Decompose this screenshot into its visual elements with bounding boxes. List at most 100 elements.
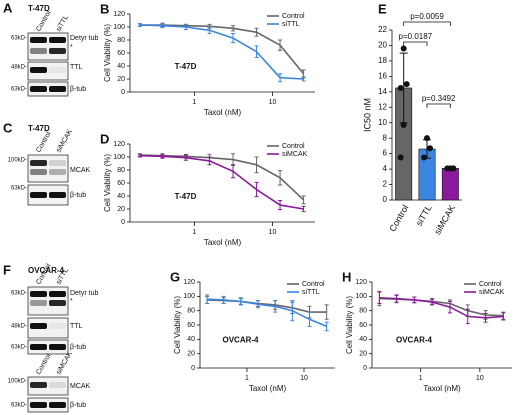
panel-label: C [3, 120, 13, 135]
error-bar [231, 33, 236, 44]
x-tick-label: Control [387, 203, 410, 233]
blot-band [49, 291, 66, 297]
lane-label: Control [35, 352, 53, 375]
band-label: TTL [70, 323, 83, 330]
blot-band [30, 67, 47, 73]
legend-label: siMCAK [479, 289, 505, 296]
p-value: p=0.0059 [410, 12, 444, 21]
error-bar [412, 296, 417, 304]
blot-band [30, 300, 47, 306]
error-bar [465, 308, 470, 325]
y-tick-label: 20 [378, 41, 387, 50]
band-label: TTL [70, 64, 83, 71]
legend-label: Control [282, 13, 305, 20]
mw-marker: 63kD- [11, 345, 27, 351]
error-bar [238, 297, 243, 306]
x-tick-label: 10 [269, 229, 277, 236]
x-tick-label: 1 [192, 99, 196, 106]
y-tick-label: 60 [117, 50, 125, 57]
y-tick-label: 120 [183, 279, 195, 286]
x-tick-label: 10 [476, 375, 484, 382]
error-bar [231, 25, 236, 32]
error-bar [394, 294, 399, 303]
error-bar [278, 200, 283, 211]
y-tick-label: 0 [121, 89, 125, 96]
y-tick-label: 60 [117, 180, 125, 187]
mw-marker: 63kD- [11, 291, 27, 297]
y-axis-label: Cell Viability (%) [103, 24, 112, 82]
y-tick-label: 100 [113, 24, 125, 31]
blot-band [49, 344, 66, 350]
series-line [139, 24, 305, 75]
blot-box [27, 154, 69, 183]
data-point [403, 81, 410, 88]
panel-label: A [3, 0, 13, 15]
blot-band [49, 300, 66, 306]
x-tick-label: siTTL [414, 203, 434, 227]
y-tick-label: 0 [383, 195, 388, 204]
error-bar [160, 23, 165, 29]
y-axis-label: IC50 nM [362, 98, 372, 132]
p-value: p=0.3492 [422, 94, 456, 103]
y-tick-label: 120 [355, 279, 367, 286]
blot-band [49, 48, 66, 54]
blot-box [27, 61, 69, 81]
error-bar [290, 300, 295, 322]
mw-marker: 63kD- [11, 186, 27, 192]
x-tick-label: 1 [419, 375, 423, 382]
error-bar [278, 39, 283, 51]
panel-label: H [342, 269, 351, 284]
error-bar [207, 156, 212, 166]
band-label: * [70, 298, 73, 305]
bar [441, 168, 459, 201]
blot-band [30, 323, 47, 329]
blot-band [49, 160, 66, 166]
error-bar [301, 195, 306, 205]
y-tick-label: 2 [383, 180, 388, 189]
blot-band [49, 382, 66, 388]
blot-band [49, 169, 66, 175]
x-axis-label: Taxol (nM) [204, 108, 242, 117]
data-point [450, 165, 457, 172]
data-point [424, 135, 430, 142]
significance-bracket [426, 103, 451, 108]
significance-bracket [403, 41, 428, 46]
error-bar [301, 76, 306, 82]
blot-band [49, 67, 66, 73]
error-bar [254, 45, 259, 59]
band-label: MCAK [70, 383, 91, 390]
p-value: p=0.0187 [399, 32, 433, 41]
y-tick-label: 10 [378, 118, 387, 127]
panel-label: E [378, 1, 387, 16]
error-bar [324, 321, 329, 332]
blot-band [49, 192, 66, 198]
error-bar [254, 181, 259, 198]
y-tick-label: 100 [355, 293, 367, 300]
chart-title: T-47D [175, 192, 197, 201]
blot-box [27, 397, 69, 413]
series-line [139, 24, 304, 80]
y-tick-label: 4 [383, 164, 388, 173]
blot-band [30, 86, 47, 92]
blot-band [30, 382, 47, 388]
data-point [397, 154, 404, 161]
mw-marker: 63kD- [11, 87, 27, 93]
series-line [379, 297, 504, 319]
blot-box [27, 184, 69, 206]
lane-label: Control [35, 130, 53, 153]
lane-label: siMCAK [55, 128, 74, 154]
error-bar [231, 164, 236, 179]
band-label: Detyr tub [70, 290, 99, 297]
error-bar [254, 156, 259, 174]
legend-label: Control [479, 281, 502, 288]
error-bar [483, 313, 488, 323]
legend-label: siMCAK [282, 151, 308, 158]
y-tick-label: 120 [113, 141, 125, 148]
error-bar [273, 300, 278, 313]
data-point [400, 45, 407, 52]
band-label: Detyr tub [70, 35, 99, 42]
data-point [400, 122, 407, 129]
y-tick-label: 22 [378, 25, 387, 34]
blot-title: T-47D [28, 4, 50, 13]
y-tick-label: 20 [359, 351, 367, 358]
